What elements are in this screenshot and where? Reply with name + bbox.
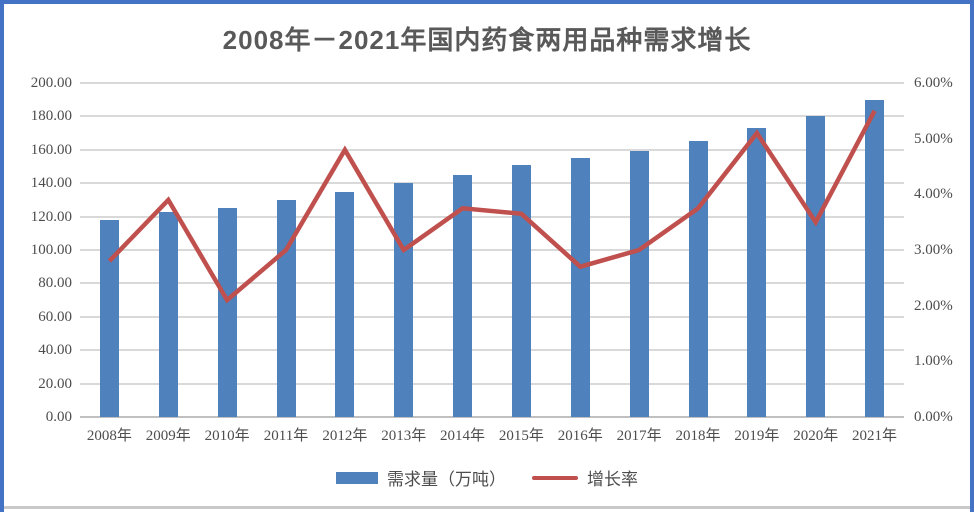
demand-bar <box>570 158 590 417</box>
y-axis-left-tick-label: 180.00 <box>30 108 72 125</box>
legend: 需求量（万吨） 增长率 <box>4 465 970 490</box>
x-axis-tick-label: 2017年 <box>616 428 662 444</box>
legend-item-demand: 需求量（万吨） <box>336 465 506 490</box>
y-axis-right-tick-label: 1.00% <box>914 353 953 370</box>
x-axis-tick-label: 2016年 <box>557 428 603 444</box>
gridline <box>80 249 904 251</box>
y-axis-left-tick-label: 160.00 <box>30 141 72 158</box>
demand-bar <box>158 211 178 417</box>
y-axis-left-tick-label: 20.00 <box>38 375 72 392</box>
y-axis-left-tick-label: 40.00 <box>38 342 72 359</box>
plot-area <box>80 82 904 418</box>
y-axis-left-tick-label: 0.00 <box>45 409 72 425</box>
y-axis-left-tick-label: 200.00 <box>30 75 72 91</box>
legend-line-swatch <box>532 475 578 480</box>
y-axis-left-tick-label: 120.00 <box>30 208 72 225</box>
x-axis-tick-label: 2009年 <box>145 428 191 444</box>
legend-label-growth: 增长率 <box>587 470 638 489</box>
y-axis-left-tick-label: 140.00 <box>30 175 72 192</box>
y-axis-left-tick-label: 60.00 <box>38 308 72 325</box>
gridline <box>80 282 904 285</box>
x-axis-tick-label: 2015年 <box>498 428 544 444</box>
y-axis-left-tick-label: 100.00 <box>30 242 72 258</box>
x-axis-tick-label: 2019年 <box>734 428 780 444</box>
legend-item-growth: 增长率 <box>532 465 638 490</box>
demand-bar <box>865 99 885 417</box>
gridline <box>80 148 904 151</box>
demand-bar <box>629 151 649 417</box>
x-axis-tick-label: 2008年 <box>86 428 132 444</box>
x-axis-tick-label: 2011年 <box>263 428 309 444</box>
x-axis-line <box>80 416 904 418</box>
legend-bar-swatch <box>336 471 378 484</box>
gridline <box>80 115 904 118</box>
demand-bar <box>747 128 767 417</box>
x-axis-tick-label: 2018年 <box>675 428 721 444</box>
y-axis-right-tick-label: 2.00% <box>914 297 953 314</box>
chart-bottom-edge <box>4 506 970 509</box>
gridline <box>80 382 904 385</box>
demand-bar <box>217 208 237 417</box>
gridline <box>80 349 904 352</box>
y-axis-right-tick-label: 6.00% <box>914 75 953 91</box>
x-axis-tick-label: 2014年 <box>440 428 486 444</box>
demand-bar <box>511 164 531 417</box>
y-axis-left-tick-label: 80.00 <box>38 275 72 292</box>
growth-line <box>107 109 877 304</box>
gridline <box>80 182 904 185</box>
demand-bar <box>453 174 473 417</box>
y-axis-right-tick-label: 0.00% <box>914 409 953 425</box>
x-axis-tick-label: 2010年 <box>204 428 250 444</box>
y-axis-right-tick-label: 3.00% <box>914 242 953 258</box>
growth-line-svg <box>107 109 877 304</box>
gridline <box>80 82 904 84</box>
gridline <box>80 215 904 218</box>
x-axis-tick-label: 2012年 <box>322 428 368 444</box>
chart-title: 2008年－2021年国内药食两用品种需求增长 <box>222 25 752 55</box>
demand-bar <box>335 191 355 417</box>
demand-bar <box>99 219 119 417</box>
legend-label-demand: 需求量（万吨） <box>387 470 506 489</box>
x-axis-tick-label: 2013年 <box>381 428 427 444</box>
y-axis-right-tick-label: 5.00% <box>914 130 953 147</box>
demand-bar <box>806 116 826 417</box>
gridline <box>80 315 904 318</box>
x-axis-tick-label: 2020年 <box>793 428 839 444</box>
x-axis-tick-label: 2021年 <box>852 428 898 444</box>
y-axis-right-tick-label: 4.00% <box>914 186 953 203</box>
